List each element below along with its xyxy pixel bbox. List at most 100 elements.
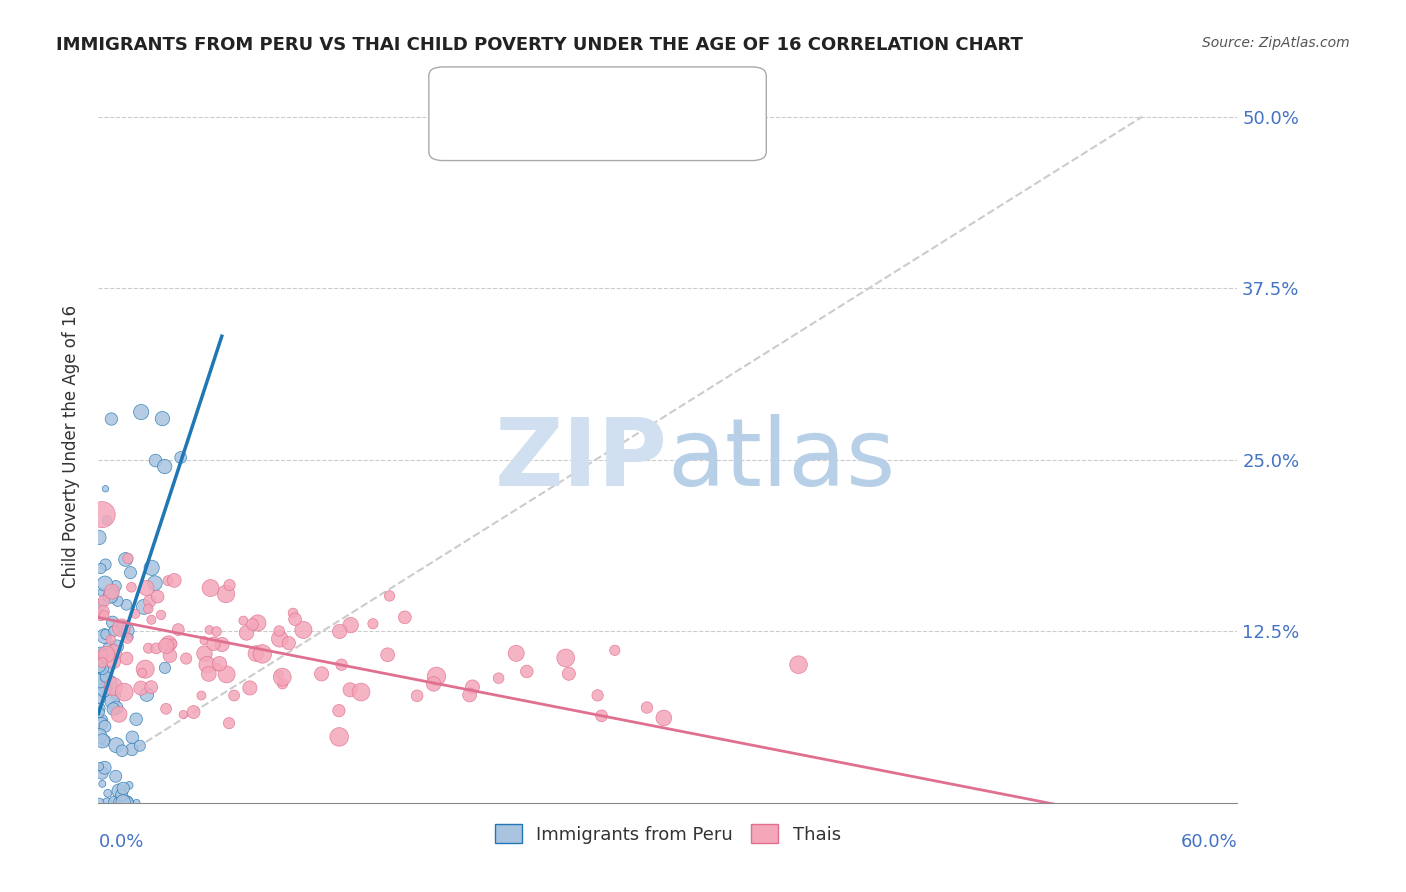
- Point: [94, 482, 117, 496]
- Point: [98, 675, 121, 690]
- Point: [406, 689, 429, 703]
- Point: [652, 711, 675, 725]
- Point: [115, 796, 138, 810]
- Point: [202, 637, 225, 651]
- Point: [284, 612, 307, 626]
- Legend: Immigrants from Peru, Thais: Immigrants from Peru, Thais: [488, 817, 848, 851]
- Point: [131, 665, 153, 680]
- Point: [120, 566, 142, 580]
- Point: [96, 513, 118, 527]
- Point: [193, 633, 215, 648]
- Point: [505, 646, 527, 660]
- Point: [211, 638, 233, 652]
- Point: [112, 781, 135, 796]
- Point: [157, 637, 180, 651]
- Point: [155, 702, 177, 716]
- Point: [90, 714, 112, 728]
- Text: 60.0%: 60.0%: [1181, 833, 1237, 851]
- Point: [100, 412, 122, 426]
- Point: [104, 769, 127, 783]
- Point: [90, 673, 112, 687]
- Point: [159, 648, 181, 663]
- Point: [205, 660, 228, 674]
- Point: [143, 576, 166, 591]
- Point: [115, 796, 138, 810]
- Point: [111, 788, 134, 802]
- Point: [104, 688, 127, 702]
- Point: [89, 691, 111, 706]
- Point: [90, 561, 112, 575]
- Point: [215, 667, 238, 681]
- Point: [121, 742, 143, 756]
- Point: [422, 677, 444, 691]
- Point: [87, 658, 110, 673]
- Point: [235, 626, 257, 640]
- Point: [90, 647, 112, 661]
- Point: [93, 761, 115, 775]
- Point: [269, 667, 291, 681]
- Point: [112, 796, 135, 810]
- Point: [91, 647, 114, 661]
- Point: [118, 778, 141, 792]
- Point: [100, 589, 122, 603]
- Point: [163, 574, 186, 588]
- Point: [94, 646, 117, 660]
- Point: [269, 632, 291, 646]
- Point: [378, 589, 401, 603]
- Point: [339, 682, 361, 697]
- Point: [87, 531, 110, 545]
- Point: [91, 777, 114, 791]
- Point: [93, 594, 115, 608]
- Point: [155, 639, 177, 653]
- Text: R =  0.294   N =  94: R = 0.294 N = 94: [488, 81, 671, 99]
- Point: [146, 590, 169, 604]
- Point: [328, 704, 350, 718]
- Point: [117, 551, 139, 566]
- Point: [141, 561, 163, 575]
- Point: [136, 602, 159, 616]
- Point: [252, 647, 274, 661]
- Point: [108, 707, 131, 722]
- Point: [787, 657, 810, 672]
- Text: R = -0.513   N = 105: R = -0.513 N = 105: [488, 111, 676, 128]
- Point: [91, 604, 114, 618]
- Point: [339, 618, 361, 632]
- Point: [104, 796, 127, 810]
- Point: [112, 795, 135, 809]
- Point: [97, 786, 120, 800]
- Point: [101, 591, 124, 605]
- Point: [89, 673, 111, 688]
- Point: [91, 648, 114, 662]
- Point: [89, 796, 111, 810]
- Point: [141, 613, 163, 627]
- Point: [246, 615, 269, 630]
- Point: [98, 663, 121, 677]
- Point: [101, 615, 124, 630]
- Point: [94, 627, 117, 641]
- Point: [91, 508, 114, 522]
- Point: [94, 558, 117, 572]
- Point: [461, 680, 484, 694]
- Point: [121, 731, 143, 745]
- Point: [145, 641, 167, 656]
- Point: [145, 453, 167, 467]
- Point: [167, 623, 190, 637]
- Point: [93, 608, 115, 623]
- Point: [89, 701, 111, 715]
- Point: [93, 629, 115, 643]
- Point: [89, 653, 111, 667]
- Point: [153, 459, 176, 474]
- Point: [111, 621, 134, 635]
- Point: [377, 648, 399, 662]
- Point: [636, 700, 658, 714]
- Point: [183, 705, 205, 719]
- Point: [271, 676, 294, 690]
- Point: [104, 579, 127, 593]
- Point: [458, 688, 481, 702]
- Point: [91, 662, 114, 676]
- Point: [90, 608, 112, 623]
- Point: [91, 681, 114, 695]
- Point: [190, 689, 212, 703]
- Point: [125, 796, 148, 810]
- Point: [118, 630, 141, 644]
